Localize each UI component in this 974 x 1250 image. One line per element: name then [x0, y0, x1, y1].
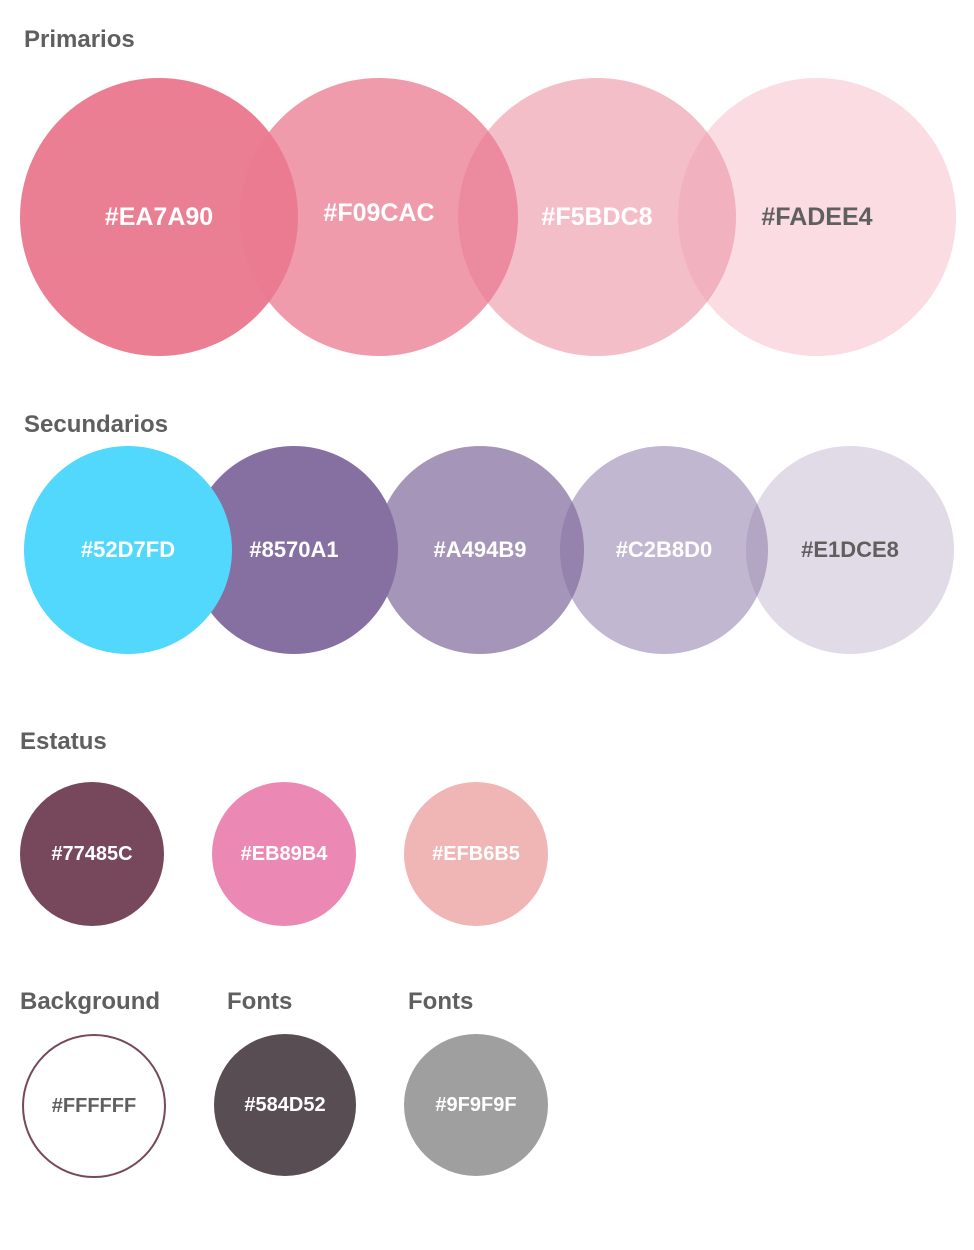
swatch-background: #FFFFFF [22, 1034, 166, 1178]
primarios-heading: Primarios [24, 26, 135, 53]
swatch-label: #FFFFFF [51, 1095, 137, 1117]
swatch-label: #F09CAC [323, 198, 435, 227]
secundarios-heading: Secundarios [24, 411, 169, 438]
swatch-label: #EB89B4 [240, 843, 328, 865]
swatch-label: #A494B9 [433, 537, 527, 562]
fonts-secondary-heading: Fonts [408, 988, 474, 1015]
swatch-status-1: #77485C [20, 782, 164, 926]
swatch-label: #EA7A90 [104, 202, 214, 231]
swatch-secondary-4: #C2B8D0 [560, 446, 768, 654]
swatch-status-3: #EFB6B5 [404, 782, 548, 926]
swatch-secondary-2: #8570A1 [190, 446, 398, 654]
swatch-label: #EFB6B5 [432, 843, 520, 865]
swatch-label: #C2B8D0 [615, 537, 713, 562]
swatch-secondary-3: #A494B9 [376, 446, 584, 654]
fonts-heading: Fonts [227, 988, 293, 1015]
swatch-label: #E1DCE8 [801, 537, 899, 562]
swatch-status-2: #EB89B4 [212, 782, 356, 926]
swatch-label: #9F9F9F [435, 1094, 517, 1116]
swatch-label: #8570A1 [249, 537, 339, 562]
swatch-label: #FADEE4 [761, 202, 873, 231]
swatch-secondary-1: #52D7FD [24, 446, 232, 654]
background-heading: Background [20, 988, 161, 1015]
swatch-font-secondary: #9F9F9F [404, 1034, 548, 1176]
swatch-label: #77485C [51, 843, 133, 865]
swatch-primary-1: #EA7A90 [20, 78, 298, 356]
swatch-label: #F5BDC8 [541, 202, 653, 231]
swatch-font-primary: #584D52 [214, 1034, 356, 1176]
swatch-label: #584D52 [244, 1094, 326, 1116]
estatus-heading: Estatus [20, 728, 107, 755]
swatch-secondary-5: #E1DCE8 [746, 446, 954, 654]
swatch-label: #52D7FD [80, 537, 176, 562]
